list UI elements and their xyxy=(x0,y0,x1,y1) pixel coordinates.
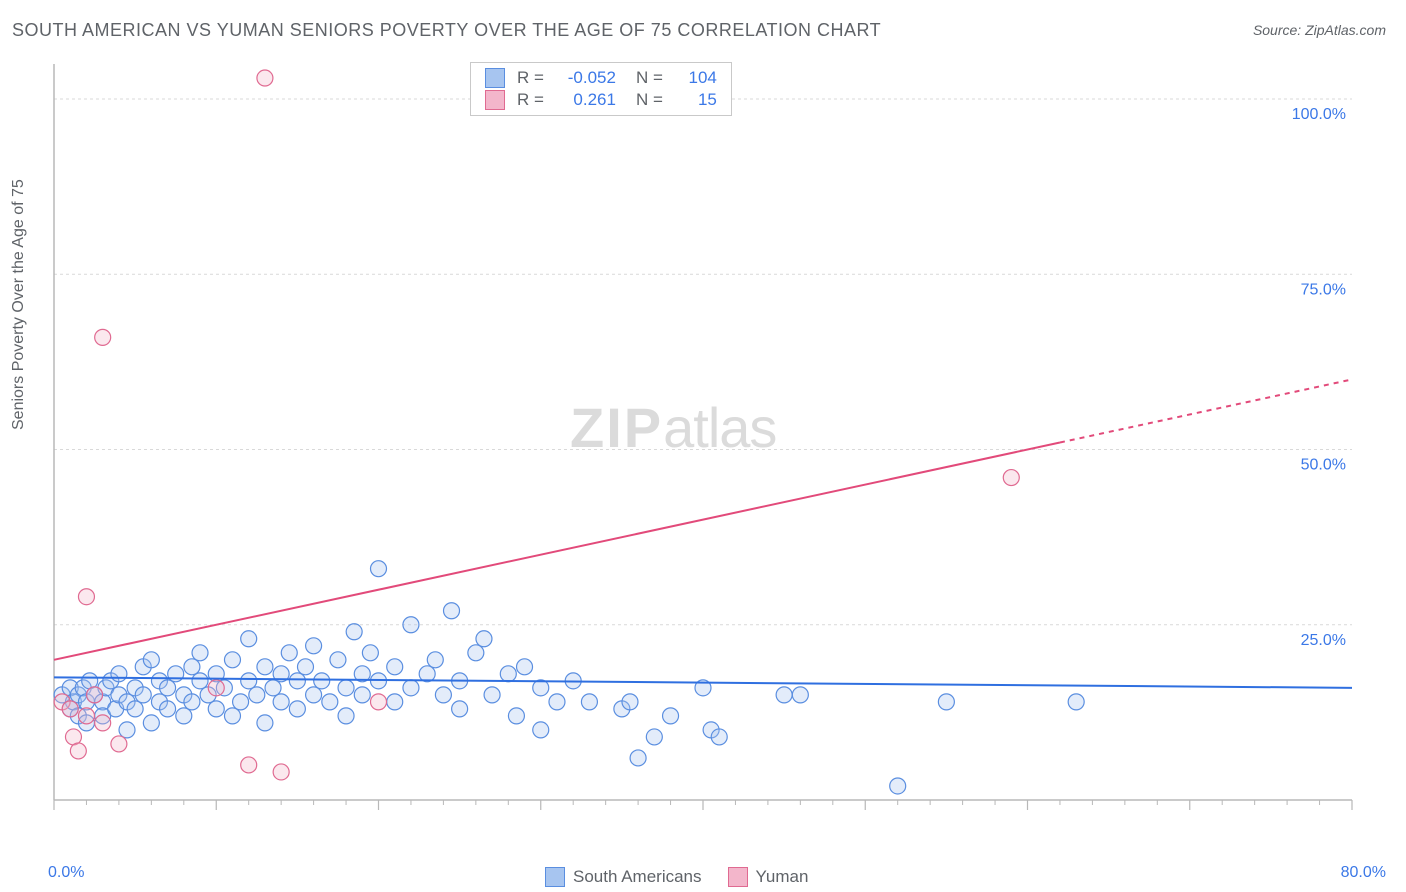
n-value: 104 xyxy=(673,68,717,88)
legend-swatch xyxy=(545,867,565,887)
stats-legend-box: R = -0.052 N = 104 R = 0.261 N = 15 xyxy=(470,62,732,116)
chart-title: SOUTH AMERICAN VS YUMAN SENIORS POVERTY … xyxy=(12,20,881,41)
stats-row: R = 0.261 N = 15 xyxy=(471,89,731,111)
r-value: 0.261 xyxy=(554,90,616,110)
y-axis-label: Seniors Poverty Over the Age of 75 xyxy=(10,179,28,430)
series-legend: South Americans Yuman xyxy=(545,867,808,887)
legend-label: Yuman xyxy=(756,867,809,887)
r-label: R = xyxy=(517,90,544,110)
r-label: R = xyxy=(517,68,544,88)
legend-swatch xyxy=(728,867,748,887)
source-attribution: Source: ZipAtlas.com xyxy=(1253,22,1386,38)
legend-item: Yuman xyxy=(728,867,809,887)
legend-swatch xyxy=(485,90,505,110)
x-axis-min-label: 0.0% xyxy=(48,864,84,882)
legend-swatch xyxy=(485,68,505,88)
svg-text:100.0%: 100.0% xyxy=(1292,106,1346,123)
legend-item: South Americans xyxy=(545,867,702,887)
x-axis-max-label: 80.0% xyxy=(1341,864,1386,882)
svg-text:50.0%: 50.0% xyxy=(1301,457,1346,474)
n-value: 15 xyxy=(673,90,717,110)
stats-row: R = -0.052 N = 104 xyxy=(471,67,731,89)
r-value: -0.052 xyxy=(554,68,616,88)
svg-text:25.0%: 25.0% xyxy=(1301,632,1346,649)
legend-label: South Americans xyxy=(573,867,702,887)
n-label: N = xyxy=(636,90,663,110)
svg-text:75.0%: 75.0% xyxy=(1301,281,1346,298)
chart-area: 25.0% 50.0% 75.0% 100.0% xyxy=(50,60,1370,830)
n-label: N = xyxy=(636,68,663,88)
scatter-chart: 25.0% 50.0% 75.0% 100.0% xyxy=(50,60,1370,830)
